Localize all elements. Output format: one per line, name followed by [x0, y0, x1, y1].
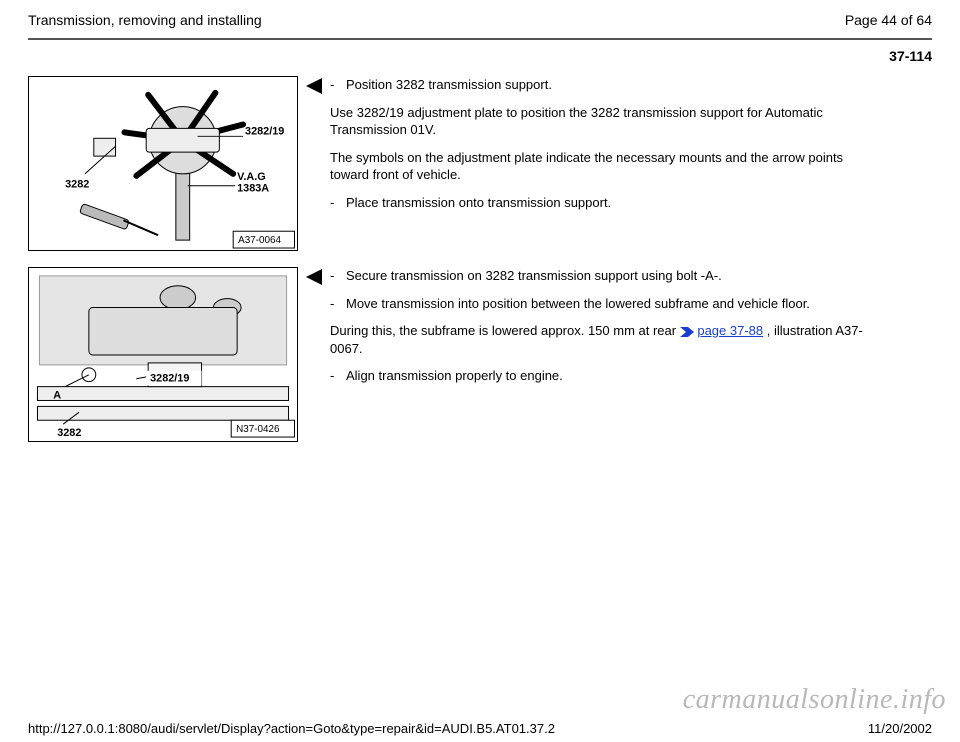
instruction-block-1: 3282 3282/19 V.A.G 1383A A37-0064 - Posi…	[28, 76, 932, 251]
step-text: Place transmission onto transmission sup…	[346, 194, 611, 212]
dash-icon: -	[330, 267, 346, 285]
link-arrow-icon	[680, 327, 694, 337]
step-text: Align transmission properly to engine.	[346, 367, 563, 385]
text-column-1: - Position 3282 transmission support. Us…	[330, 76, 890, 221]
fig2-label-a: A	[53, 389, 61, 401]
step-2-3: - Align transmission properly to engine.	[330, 367, 882, 385]
step-1-2: - Place transmission onto transmission s…	[330, 194, 882, 212]
figure-1: 3282 3282/19 V.A.G 1383A A37-0064	[28, 76, 298, 251]
instruction-block-2: A 3282/19 3282/19 3282 N37-0426 - Secure…	[28, 267, 932, 442]
dash-icon: -	[330, 295, 346, 313]
figure-2: A 3282/19 3282/19 3282 N37-0426	[28, 267, 298, 442]
text-column-2: - Secure transmission on 3282 transmissi…	[330, 267, 890, 395]
footer-date: 11/20/2002	[868, 721, 932, 736]
page-header: Transmission, removing and installing Pa…	[28, 12, 932, 34]
fig2-label-3282-19b: 3282/19	[150, 373, 189, 385]
footer-url: http://127.0.0.1:8080/audi/servlet/Displ…	[28, 721, 555, 736]
para-2-1a: During this, the subframe is lowered app…	[330, 323, 680, 338]
header-page: Page 44 of 64	[845, 12, 932, 28]
step-text: Move transmission into position between …	[346, 295, 810, 313]
dash-icon: -	[330, 367, 346, 385]
section-number: 37-114	[28, 48, 932, 64]
watermark: carmanualsonline.info	[683, 684, 946, 716]
step-2-1: - Secure transmission on 3282 transmissi…	[330, 267, 882, 285]
step-1-1: - Position 3282 transmission support.	[330, 76, 882, 94]
step-text: Position 3282 transmission support.	[346, 76, 552, 94]
fig2-label-3282: 3282	[57, 427, 81, 439]
para-1-2: The symbols on the adjustment plate indi…	[330, 149, 882, 184]
arrow-indicator-1	[298, 76, 330, 99]
dash-icon: -	[330, 194, 346, 212]
dash-icon: -	[330, 76, 346, 94]
step-2-2: - Move transmission into position betwee…	[330, 295, 882, 313]
fig1-label-vag: V.A.G 1383A	[237, 171, 269, 195]
page-link-37-88[interactable]: page 37-88	[697, 323, 763, 338]
fig1-img-id: A37-0064	[238, 235, 281, 246]
header-rule	[28, 38, 932, 40]
arrow-indicator-2	[298, 267, 330, 290]
para-2-1: During this, the subframe is lowered app…	[330, 322, 882, 357]
fig1-label-3282: 3282	[65, 179, 89, 191]
step-text: Secure transmission on 3282 transmission…	[346, 267, 722, 285]
para-1-1: Use 3282/19 adjustment plate to position…	[330, 104, 882, 139]
header-title: Transmission, removing and installing	[28, 12, 262, 28]
fig1-label-3282-19: 3282/19	[245, 125, 284, 137]
fig2-img-id: N37-0426	[236, 424, 280, 435]
page-footer: http://127.0.0.1:8080/audi/servlet/Displ…	[28, 721, 932, 736]
